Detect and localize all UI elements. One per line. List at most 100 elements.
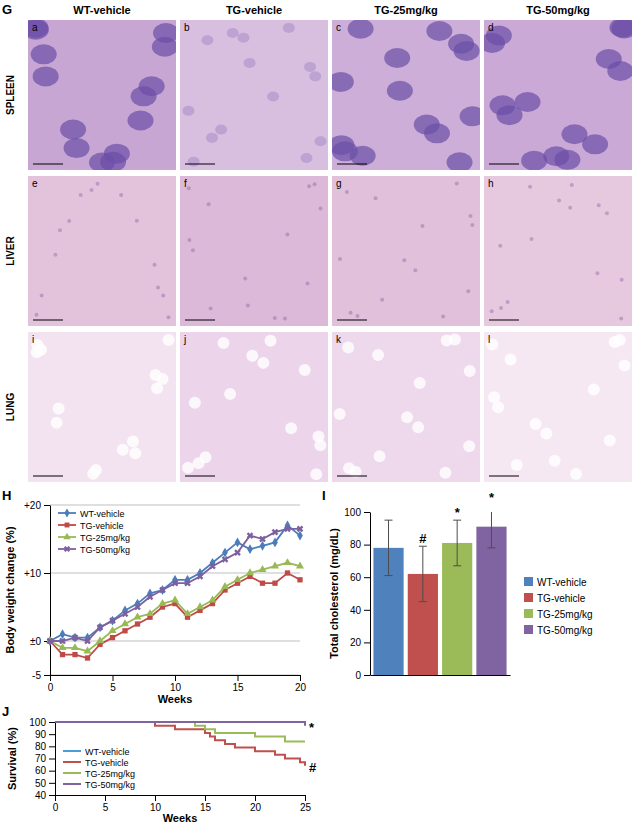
tick-label: 60 bbox=[35, 765, 47, 776]
texture bbox=[182, 335, 326, 481]
tick-mark bbox=[105, 795, 106, 801]
texture-blob bbox=[67, 219, 71, 223]
texture-blob bbox=[441, 335, 453, 347]
texture-blob bbox=[182, 462, 194, 474]
marker bbox=[283, 558, 291, 565]
legend-swatch bbox=[524, 625, 533, 634]
legend-marker bbox=[64, 508, 69, 517]
legend-label: TG-25mg/kg bbox=[85, 769, 135, 779]
scale-bar bbox=[185, 320, 215, 321]
tick-label: +10 bbox=[24, 568, 41, 579]
marker bbox=[282, 524, 292, 534]
texture-blob bbox=[426, 21, 452, 41]
texture-blob bbox=[51, 417, 63, 429]
error-stem bbox=[491, 512, 492, 548]
legend-entry: TG-25mg/kg bbox=[524, 609, 593, 620]
marker bbox=[246, 568, 254, 575]
texture-blob bbox=[314, 439, 326, 451]
marker bbox=[122, 628, 127, 633]
legend-entry: WT-vehicle bbox=[63, 747, 130, 757]
texture-blob bbox=[285, 233, 289, 237]
texture-blob bbox=[187, 238, 191, 242]
marker bbox=[272, 581, 277, 586]
texture bbox=[486, 334, 630, 480]
texture-blob bbox=[468, 214, 472, 218]
tick-label: 40 bbox=[350, 605, 362, 616]
texture-blob bbox=[33, 66, 59, 86]
tick-mark bbox=[44, 573, 50, 574]
texture-blob bbox=[167, 315, 171, 319]
texture bbox=[338, 182, 474, 319]
marker bbox=[257, 534, 267, 544]
tick-label: 50 bbox=[35, 778, 47, 789]
legend-label: TG-vehicle bbox=[537, 593, 586, 604]
column-header: TG-50mg/kg bbox=[526, 4, 590, 16]
column-header: TG-vehicle bbox=[226, 4, 282, 16]
image-panel: g bbox=[332, 176, 480, 326]
texture-blob bbox=[484, 33, 505, 53]
marker bbox=[145, 592, 155, 602]
tick: ±0 bbox=[30, 636, 50, 647]
texture-blob bbox=[455, 182, 459, 186]
texture-blob bbox=[246, 350, 258, 362]
legend-marker bbox=[63, 533, 70, 539]
tick-mark bbox=[364, 610, 370, 611]
tick: 0 bbox=[48, 675, 54, 693]
texture-blob bbox=[237, 33, 249, 43]
marker bbox=[120, 609, 130, 619]
axis-line bbox=[56, 795, 306, 796]
texture-blob bbox=[199, 451, 211, 463]
tick-mark bbox=[364, 577, 370, 578]
texture-blob bbox=[605, 211, 609, 215]
marker bbox=[245, 531, 255, 541]
texture-blob bbox=[215, 125, 227, 135]
legend: WT-vehicleTG-vehicleTG-25mg/kgTG-50mg/kg bbox=[58, 508, 130, 554]
texture bbox=[334, 334, 476, 479]
tick: 15 bbox=[200, 795, 212, 813]
texture-blob bbox=[309, 71, 321, 81]
panel-label: I bbox=[322, 488, 326, 503]
tick-mark bbox=[300, 675, 301, 681]
texture-blob bbox=[570, 183, 574, 187]
legend-label: TG-25mg/kg bbox=[537, 609, 593, 620]
tick-mark bbox=[49, 722, 55, 723]
texture bbox=[34, 182, 170, 320]
legend-swatch bbox=[63, 761, 81, 763]
series-line bbox=[50, 563, 300, 651]
panel-letter: f bbox=[184, 178, 187, 189]
texture-blob bbox=[421, 224, 425, 228]
annotation: # bbox=[309, 760, 317, 775]
texture bbox=[187, 182, 323, 320]
texture-blob bbox=[89, 188, 93, 192]
tick-label: 80 bbox=[35, 741, 47, 752]
tick-mark bbox=[49, 746, 55, 747]
tick-mark bbox=[49, 771, 55, 772]
tick: -5 bbox=[32, 670, 50, 681]
texture-blob bbox=[306, 282, 310, 286]
tick-mark bbox=[238, 675, 239, 681]
marker bbox=[158, 599, 166, 606]
texture-blob bbox=[619, 316, 623, 320]
texture-blob bbox=[348, 20, 374, 39]
tick-mark bbox=[364, 675, 370, 676]
texture-blob bbox=[549, 455, 561, 467]
marker bbox=[121, 619, 129, 626]
axis-title: Total cholesterol (mg/dL) bbox=[328, 528, 340, 659]
texture-blob bbox=[243, 277, 247, 281]
texture-blob bbox=[246, 303, 250, 307]
texture-blob bbox=[307, 184, 311, 188]
tick-mark bbox=[49, 783, 55, 784]
tick: 20 bbox=[295, 675, 307, 693]
tick-label: 0 bbox=[48, 682, 54, 693]
tick-label: 15 bbox=[200, 802, 212, 813]
legend-label: TG-25mg/kg bbox=[80, 533, 130, 543]
texture-blob bbox=[265, 335, 277, 347]
texture-blob bbox=[540, 428, 552, 440]
marker bbox=[232, 548, 242, 558]
marker bbox=[222, 548, 228, 558]
axis: 405060708090100 bbox=[29, 717, 55, 801]
texture-blob bbox=[87, 468, 99, 480]
texture-blob bbox=[299, 364, 311, 376]
legend-label: WT-vehicle bbox=[537, 577, 587, 588]
column-header: WT-vehicle bbox=[73, 4, 130, 16]
